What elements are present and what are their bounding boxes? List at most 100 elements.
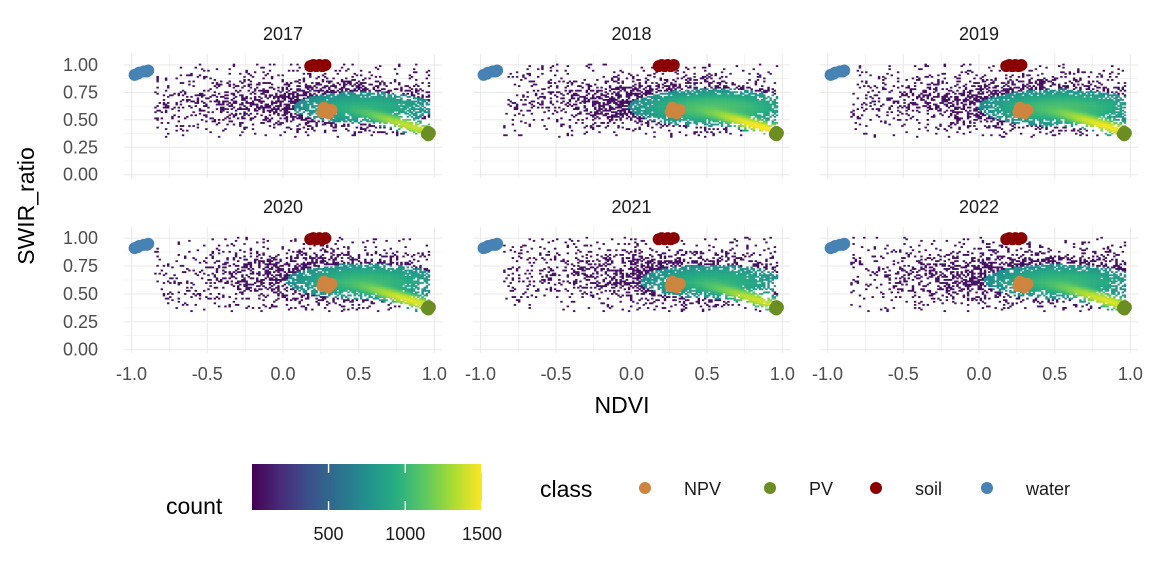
density-bin [528, 80, 531, 83]
density-bin [992, 100, 995, 103]
density-bin [338, 94, 342, 97]
density-bin [735, 106, 739, 109]
density-bin [391, 105, 395, 107]
density-bin [971, 95, 974, 98]
density-bin [754, 80, 758, 83]
density-bin [353, 72, 356, 75]
density-bin [966, 114, 970, 117]
density-bin [684, 79, 688, 81]
density-bin [251, 128, 255, 131]
density-bin [708, 95, 711, 98]
density-bin [591, 102, 595, 104]
density-bin [1000, 102, 1004, 104]
density-bin [349, 92, 352, 95]
density-bin [693, 95, 696, 98]
density-bin [722, 92, 726, 95]
density-bin [737, 126, 741, 129]
density-bin [703, 103, 707, 106]
density-bin [712, 89, 715, 92]
density-bin [364, 129, 367, 132]
density-bin [260, 89, 263, 92]
density-bin [670, 91, 673, 94]
density-bin [357, 105, 361, 107]
density-bin [379, 65, 382, 68]
density-bin [1007, 92, 1010, 95]
density-bin [412, 97, 416, 100]
density-bin [602, 75, 605, 78]
density-bin [330, 98, 333, 101]
density-bin [321, 74, 325, 77]
density-bin [642, 111, 646, 114]
density-bin [400, 115, 403, 118]
density-bin [400, 111, 403, 114]
density-bin [334, 91, 337, 94]
density-bin [376, 80, 380, 83]
density-bin [543, 95, 546, 98]
density-bin [636, 94, 639, 97]
density-bin [342, 120, 346, 123]
density-bin [362, 112, 365, 115]
density-bin [665, 97, 669, 100]
density-bin [421, 112, 424, 115]
density-bin [653, 94, 656, 97]
density-bin [767, 118, 770, 121]
density-bin [427, 94, 431, 97]
density-bin [566, 65, 570, 68]
density-bin [406, 122, 409, 124]
density-bin [985, 103, 989, 106]
density-bin [926, 83, 930, 86]
density-bin [937, 106, 940, 109]
density-bin [391, 106, 395, 109]
density-bin [351, 115, 354, 118]
density-bin [958, 98, 961, 101]
density-bin [421, 89, 424, 92]
class-point-pv [422, 129, 435, 142]
density-bin [370, 105, 373, 107]
density-bin [655, 105, 658, 107]
density-bin [746, 103, 749, 106]
density-bin [701, 115, 705, 118]
density-bin [366, 105, 369, 107]
density-bin [353, 83, 356, 86]
density-bin [954, 114, 957, 117]
density-bin [918, 68, 921, 71]
density-bin [379, 117, 382, 120]
density-bin [247, 83, 250, 86]
density-bin [988, 109, 991, 112]
density-bin [937, 80, 940, 83]
density-bin [718, 83, 722, 86]
density-bin [682, 102, 686, 104]
density-bin [761, 91, 764, 94]
density-bin [598, 131, 601, 134]
density-bin [359, 91, 363, 94]
density-bin [245, 126, 248, 129]
density-bin [319, 94, 323, 97]
density-bin [417, 100, 420, 103]
density-bin [697, 94, 701, 97]
density-bin [750, 114, 753, 117]
density-bin [579, 112, 582, 115]
y-tick-label: 0.00 [63, 165, 98, 185]
density-bin [998, 105, 1002, 107]
density-bin [697, 89, 701, 92]
density-bin [712, 92, 715, 95]
density-bin [971, 89, 974, 92]
density-bin [627, 95, 631, 98]
density-bin [230, 92, 234, 95]
density-bin [653, 118, 656, 121]
density-bin [971, 71, 974, 74]
density-bin [741, 114, 745, 117]
density-bin [758, 102, 762, 104]
density-bin [727, 125, 730, 127]
density-bin [617, 100, 620, 103]
density-bin [598, 95, 601, 98]
density-bin [541, 92, 544, 95]
density-bin [973, 97, 976, 100]
density-bin [419, 108, 422, 111]
density-bin [264, 82, 267, 84]
density-bin [395, 134, 399, 137]
density-bin [404, 89, 407, 92]
density-bin [644, 77, 648, 80]
density-bin [241, 98, 244, 101]
density-bin [706, 98, 709, 101]
